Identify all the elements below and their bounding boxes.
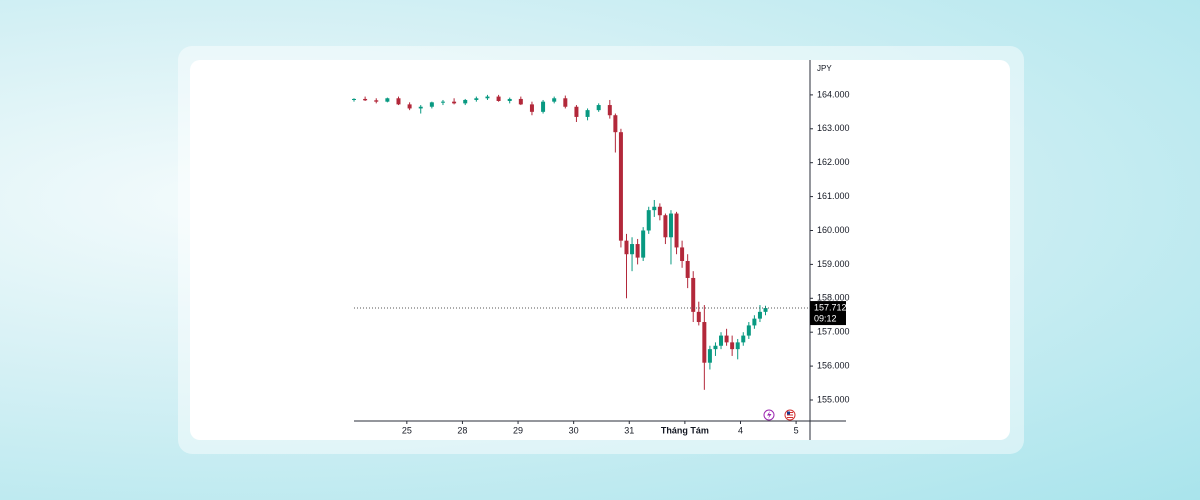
candle-body xyxy=(452,101,457,104)
candle-body xyxy=(757,311,762,319)
candle-body xyxy=(641,230,646,258)
y-tick-label: 159.000 xyxy=(817,259,850,269)
lightning-icon[interactable] xyxy=(763,409,775,421)
y-tick-label: 157.000 xyxy=(817,327,850,337)
candle-body xyxy=(646,210,651,231)
candle-body xyxy=(691,277,696,312)
candle-body xyxy=(685,261,690,278)
candle-body xyxy=(463,99,468,104)
candle-body xyxy=(652,206,657,211)
candle-body xyxy=(763,308,768,312)
last-price-label: 157.712 xyxy=(814,302,847,312)
candle-body xyxy=(429,102,434,107)
x-tick-label: 4 xyxy=(738,425,743,435)
candle-body xyxy=(440,101,445,103)
candle-body xyxy=(552,98,557,102)
candle-body xyxy=(596,105,601,111)
candle-body xyxy=(702,322,707,363)
x-tick-label: 25 xyxy=(402,425,412,435)
candle-body xyxy=(607,105,612,116)
candle-body xyxy=(474,98,479,100)
card xyxy=(190,60,1010,440)
flag-icon[interactable] xyxy=(784,409,796,421)
candle-body xyxy=(485,96,490,99)
candle-body xyxy=(574,106,579,117)
x-tick-label: 30 xyxy=(569,425,579,435)
x-tick-label: 31 xyxy=(624,425,634,435)
candle-body xyxy=(696,311,701,323)
x-tick-label: 29 xyxy=(513,425,523,435)
candle-body xyxy=(518,98,523,105)
countdown-label: 09:12 xyxy=(814,313,837,323)
candle-body xyxy=(635,244,640,258)
candle-body xyxy=(657,206,662,216)
last-price-box xyxy=(810,301,846,326)
candle-body xyxy=(752,318,757,326)
candle-body xyxy=(352,98,356,100)
candle-body xyxy=(496,96,501,101)
y-tick-label: 160.000 xyxy=(817,225,850,235)
candle-body xyxy=(674,213,679,248)
y-tick-label: 155.000 xyxy=(817,394,850,404)
x-tick-label: 5 xyxy=(794,425,799,435)
y-tick-label: 156.000 xyxy=(817,360,850,370)
candle-body xyxy=(407,104,412,109)
candle-body xyxy=(724,335,729,343)
candle-body xyxy=(719,335,724,346)
candle-body xyxy=(663,215,668,238)
candle-body xyxy=(668,213,673,238)
candle-body xyxy=(713,345,718,350)
candle-body xyxy=(618,132,623,241)
candle-body xyxy=(585,110,590,117)
candle-body xyxy=(541,101,546,112)
candle-body xyxy=(363,98,368,101)
candle-body xyxy=(735,342,740,350)
candle-body xyxy=(730,342,735,350)
candle-body xyxy=(418,106,423,109)
candle-body xyxy=(680,247,685,262)
candle-body xyxy=(374,100,379,102)
candle-body xyxy=(396,98,401,105)
candle-body xyxy=(563,98,568,107)
candle-body xyxy=(746,325,751,336)
candle-body xyxy=(707,349,712,363)
candle-body xyxy=(529,104,534,112)
candle-body xyxy=(630,244,635,255)
y-tick-label: 161.000 xyxy=(817,191,850,201)
candle-body xyxy=(385,98,390,102)
y-tick-label: 158.000 xyxy=(817,293,850,303)
candle-body xyxy=(624,240,629,255)
candle-body xyxy=(507,98,512,101)
y-tick-label: 162.000 xyxy=(817,157,850,167)
currency-label: JPY xyxy=(817,64,832,73)
candle-body xyxy=(741,335,746,343)
x-tick-label: Tháng Tám xyxy=(661,425,709,435)
y-tick-label: 164.000 xyxy=(817,89,850,99)
candle-body xyxy=(613,115,618,133)
y-tick-label: 163.000 xyxy=(817,123,850,133)
x-tick-label: 28 xyxy=(457,425,467,435)
